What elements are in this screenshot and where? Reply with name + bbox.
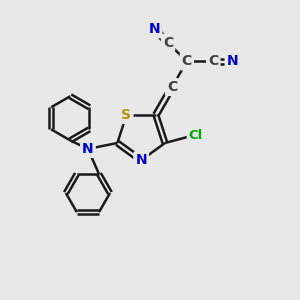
Text: C: C xyxy=(163,36,173,50)
Text: N: N xyxy=(149,22,160,36)
Text: Cl: Cl xyxy=(189,129,203,142)
Text: C: C xyxy=(182,55,192,68)
Text: N: N xyxy=(82,142,94,156)
Text: C: C xyxy=(167,80,177,94)
Text: N: N xyxy=(135,153,147,167)
Text: N: N xyxy=(226,55,238,68)
Text: S: S xyxy=(122,108,131,122)
Text: C: C xyxy=(208,55,218,68)
